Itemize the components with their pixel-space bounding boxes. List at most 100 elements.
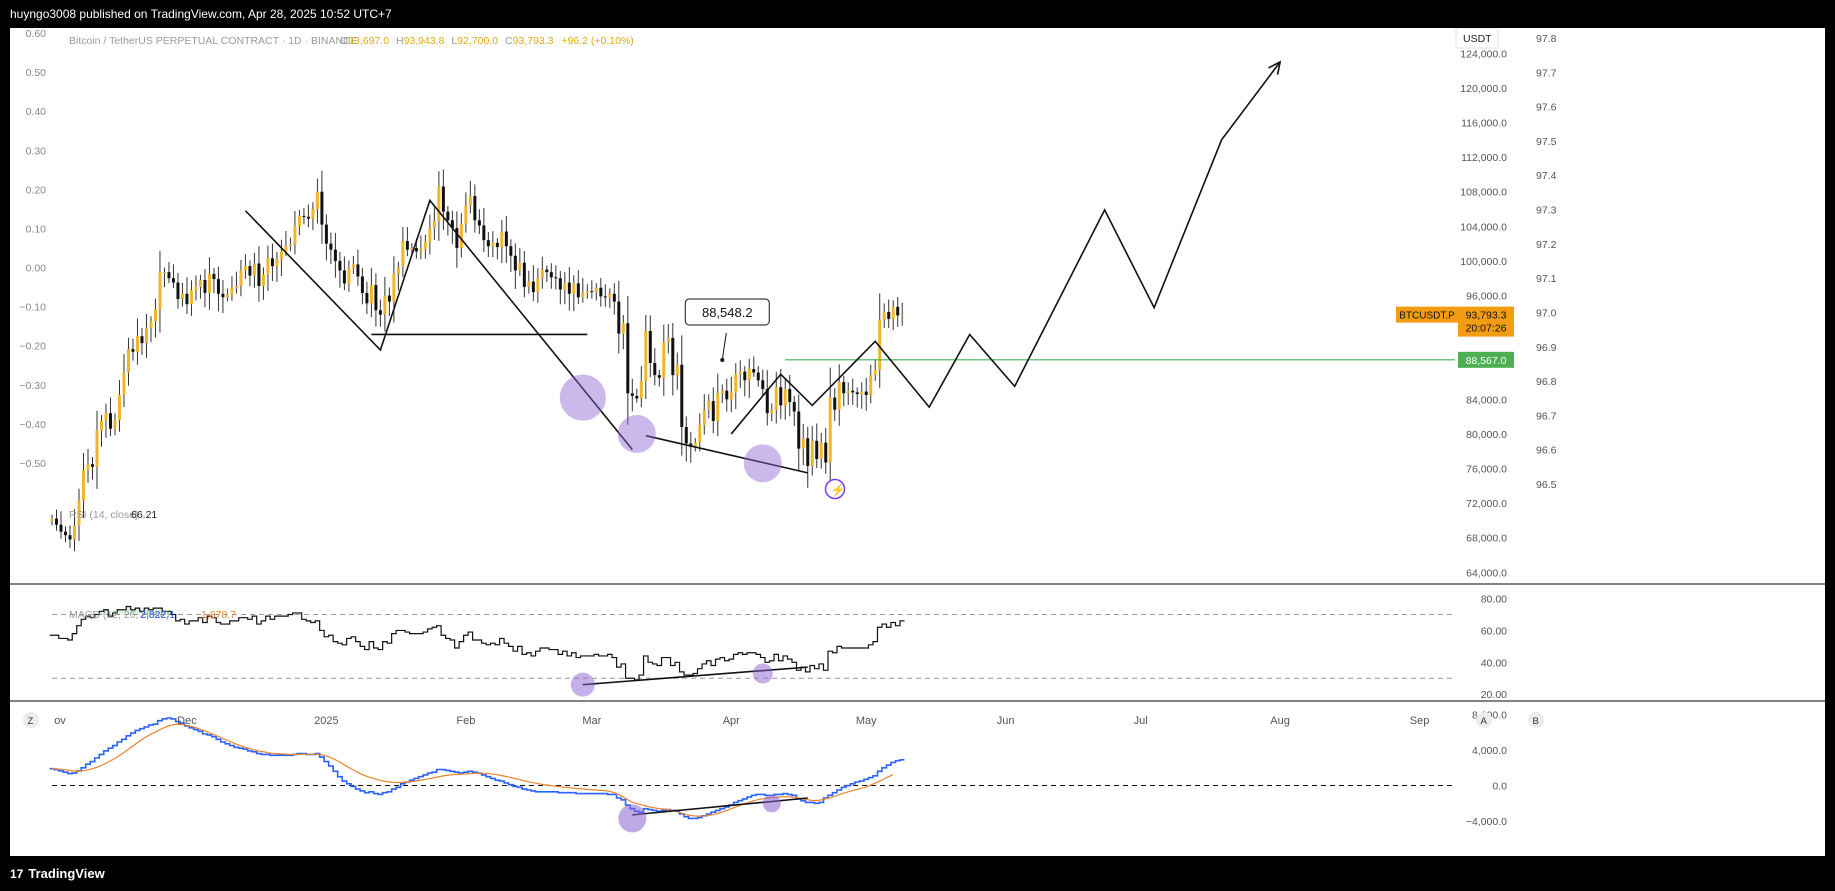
rsi-tick-label: 20.00 bbox=[1481, 689, 1507, 701]
candle-body bbox=[729, 392, 733, 400]
candle-body bbox=[50, 518, 54, 522]
candle-body bbox=[828, 397, 832, 463]
last-price-value: 93,793.3 bbox=[1466, 310, 1507, 322]
tradingview-brand: TradingView bbox=[28, 866, 105, 881]
currency-button[interactable] bbox=[1455, 28, 1499, 49]
candle-body bbox=[810, 440, 814, 466]
chart-panel[interactable]: 88,548.2 124,000.0 120,000.0 116,000.0 112,… bbox=[10, 28, 1825, 856]
candle-body bbox=[356, 264, 360, 277]
rsi-overbought-fill bbox=[139, 611, 145, 615]
candle-body bbox=[324, 224, 328, 244]
candle-body bbox=[99, 420, 103, 431]
candle-body bbox=[765, 388, 769, 414]
candle-body bbox=[837, 382, 841, 410]
axis-z-button[interactable]: Z bbox=[23, 712, 39, 728]
candle-body bbox=[608, 293, 612, 298]
candle-body bbox=[612, 293, 616, 302]
rsi-overbought-fill bbox=[144, 608, 149, 615]
svg-text:A: A bbox=[1481, 716, 1488, 727]
candle-body bbox=[162, 272, 166, 274]
price-tick-label: 120,000.0 bbox=[1460, 83, 1507, 95]
candle-body bbox=[648, 330, 652, 363]
candle-body bbox=[531, 281, 535, 293]
candle-body bbox=[59, 524, 63, 532]
level-price-tag bbox=[1458, 351, 1514, 368]
pattern-trendline bbox=[244, 198, 633, 451]
candle-body bbox=[104, 413, 108, 421]
lightning-icon[interactable]: ⚡ bbox=[824, 478, 846, 500]
candle-body bbox=[572, 283, 576, 294]
candle-body bbox=[270, 258, 274, 267]
candle-body bbox=[581, 292, 585, 298]
price-pane[interactable]: 88,548.2 bbox=[50, 60, 1456, 552]
rsi-overbought-fill bbox=[297, 612, 302, 615]
candle-body bbox=[783, 388, 787, 406]
time-tick-label: Aug bbox=[1270, 715, 1290, 727]
candle-body bbox=[77, 500, 81, 526]
candle-body bbox=[446, 211, 450, 221]
candle-body bbox=[842, 382, 846, 394]
tradingview-logo[interactable]: 17 TradingView bbox=[10, 866, 105, 881]
rsi-overbought-fill bbox=[117, 609, 122, 615]
secondary-scale-label: 97.6 bbox=[1536, 102, 1557, 114]
close-value: 93,793.3 bbox=[513, 35, 554, 47]
candle-body bbox=[464, 205, 468, 224]
candle-body bbox=[338, 260, 342, 271]
auto-scale-button[interactable]: A bbox=[1476, 712, 1492, 728]
time-tick-label: 2025 bbox=[314, 715, 338, 727]
price-tick-label: 64,000.0 bbox=[1466, 567, 1507, 579]
b-button[interactable]: B bbox=[1528, 712, 1544, 728]
rsi-overbought-fill bbox=[162, 611, 167, 615]
rsi-pane[interactable] bbox=[49, 605, 1455, 697]
candle-body bbox=[819, 442, 823, 460]
candle-body bbox=[306, 216, 310, 219]
projection-path bbox=[730, 61, 1281, 435]
time-axis[interactable]: ov Dec 2025 Feb Mar Apr May Jun Jul Aug Sep bbox=[54, 715, 1429, 727]
candle-body bbox=[554, 277, 558, 279]
candle-body bbox=[864, 391, 868, 396]
secondary-scale-label: 97.8 bbox=[1536, 33, 1557, 45]
candle-body bbox=[509, 246, 513, 256]
rsi-tick-label: 40.00 bbox=[1481, 657, 1507, 669]
candle-body bbox=[383, 295, 387, 315]
candle-body bbox=[284, 246, 288, 252]
candle-body bbox=[851, 390, 855, 393]
ohlc-legend: O93,697.0 H93,943.8 L92,700.0 C93,793.3 … bbox=[340, 35, 634, 47]
candle-body bbox=[698, 425, 702, 443]
signal-line bbox=[51, 723, 894, 817]
candle-body bbox=[716, 393, 720, 421]
svg-text:⚡: ⚡ bbox=[831, 483, 846, 497]
time-tick-label: Mar bbox=[582, 715, 601, 727]
candle-body bbox=[702, 409, 706, 426]
rsi-line bbox=[49, 605, 905, 681]
candle-body bbox=[216, 279, 220, 294]
candle-body bbox=[63, 531, 67, 536]
chart-canvas[interactable]: 88,548.2 124,000.0 120,000.0 116,000.0 112,… bbox=[10, 28, 1825, 856]
candle-body bbox=[522, 262, 526, 287]
candle-body bbox=[450, 220, 454, 229]
macd-pane[interactable] bbox=[49, 717, 1455, 833]
support-trendline bbox=[645, 434, 808, 474]
candle-body bbox=[815, 440, 819, 460]
rsi-highlight-circle bbox=[570, 672, 595, 697]
candle-body bbox=[707, 401, 711, 410]
axes: 124,000.0 120,000.0 116,000.0 112,000.0 108,… bbox=[19, 28, 1556, 828]
macd-tick-label: 0.0 bbox=[1492, 781, 1507, 793]
candle-body bbox=[527, 281, 531, 287]
candle-body bbox=[756, 372, 760, 381]
rsi-overbought-fill bbox=[148, 609, 154, 615]
candle-body bbox=[176, 282, 180, 299]
rsi-title: RSI (14, close) bbox=[69, 509, 138, 521]
candle-body bbox=[117, 395, 121, 421]
rsi-overbought-fill bbox=[99, 611, 104, 615]
candle-body bbox=[248, 266, 252, 276]
candle-body bbox=[171, 278, 175, 283]
candle-body bbox=[743, 371, 747, 381]
candle-body bbox=[558, 278, 562, 290]
candle-body bbox=[882, 311, 886, 320]
publish-header: huyngo3008 published on TradingView.com,… bbox=[0, 0, 1835, 28]
candle-body bbox=[603, 296, 607, 298]
countdown-timer: 20:07:26 bbox=[1466, 323, 1507, 335]
candle-body bbox=[252, 263, 256, 276]
last-price-tag bbox=[1458, 306, 1514, 337]
